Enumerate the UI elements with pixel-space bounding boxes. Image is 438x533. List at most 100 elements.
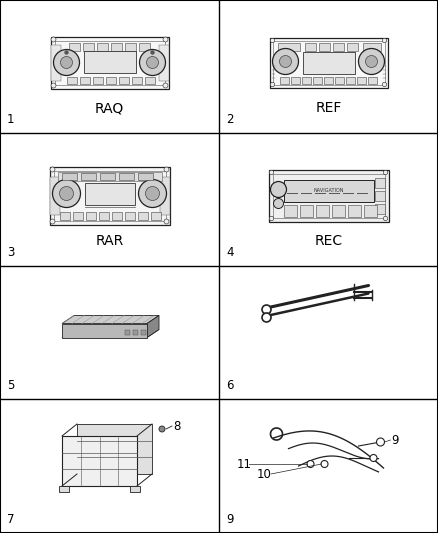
Bar: [145, 77, 155, 84]
Text: 11: 11: [237, 457, 252, 471]
Circle shape: [269, 171, 274, 175]
Bar: [49, 176, 60, 214]
Circle shape: [163, 37, 168, 42]
Text: 5: 5: [7, 379, 14, 392]
Bar: [332, 205, 345, 216]
Bar: [99, 212, 109, 220]
Circle shape: [51, 37, 56, 42]
Polygon shape: [77, 424, 152, 474]
Circle shape: [53, 50, 80, 76]
Bar: [283, 180, 374, 201]
Circle shape: [139, 50, 166, 76]
Bar: [49, 166, 170, 224]
Text: REC: REC: [314, 234, 343, 248]
Bar: [272, 174, 385, 217]
Circle shape: [370, 455, 377, 462]
Text: 3: 3: [7, 246, 14, 259]
Circle shape: [146, 56, 159, 69]
Circle shape: [60, 187, 74, 200]
Bar: [374, 190, 385, 200]
Bar: [106, 77, 116, 84]
Bar: [278, 43, 300, 51]
Bar: [124, 43, 135, 51]
Bar: [159, 176, 170, 214]
Circle shape: [138, 180, 166, 207]
Bar: [300, 205, 312, 216]
Bar: [92, 77, 102, 84]
Bar: [124, 212, 134, 220]
Bar: [315, 205, 328, 216]
Polygon shape: [147, 316, 159, 337]
Bar: [82, 43, 93, 51]
Bar: [110, 43, 121, 51]
Text: 4: 4: [226, 246, 233, 259]
Bar: [112, 212, 121, 220]
Bar: [62, 436, 137, 486]
Bar: [347, 205, 360, 216]
Bar: [304, 43, 315, 51]
Circle shape: [145, 187, 159, 200]
Bar: [119, 77, 128, 84]
Circle shape: [163, 83, 168, 88]
Circle shape: [358, 49, 385, 75]
Bar: [335, 77, 343, 84]
Text: 7: 7: [7, 513, 14, 526]
Circle shape: [262, 313, 271, 322]
Circle shape: [382, 38, 387, 43]
Bar: [53, 171, 166, 221]
Circle shape: [269, 216, 274, 221]
Bar: [141, 329, 146, 335]
Bar: [67, 77, 77, 84]
Bar: [138, 212, 148, 220]
Circle shape: [50, 219, 55, 224]
Bar: [279, 77, 289, 84]
Text: 10: 10: [257, 467, 272, 481]
Circle shape: [377, 438, 385, 446]
Text: 6: 6: [226, 379, 233, 392]
Text: 1: 1: [7, 113, 14, 126]
Bar: [324, 77, 332, 84]
Bar: [50, 44, 60, 80]
Circle shape: [164, 167, 169, 172]
Bar: [99, 173, 114, 180]
Text: RAR: RAR: [95, 234, 124, 248]
Polygon shape: [62, 316, 159, 324]
Bar: [80, 77, 89, 84]
Bar: [346, 77, 354, 84]
Bar: [119, 173, 134, 180]
Bar: [374, 204, 385, 214]
Circle shape: [151, 51, 154, 54]
Bar: [332, 43, 343, 51]
Bar: [57, 172, 162, 181]
Circle shape: [273, 198, 283, 208]
Circle shape: [159, 426, 165, 432]
Circle shape: [270, 38, 275, 43]
Bar: [85, 182, 134, 205]
Bar: [283, 205, 297, 216]
Circle shape: [383, 171, 388, 175]
Bar: [59, 486, 69, 492]
Circle shape: [383, 216, 388, 221]
Bar: [54, 41, 165, 85]
Bar: [268, 169, 389, 222]
Text: 9: 9: [226, 513, 233, 526]
Bar: [61, 173, 77, 180]
Bar: [364, 205, 377, 216]
Circle shape: [65, 51, 68, 54]
Circle shape: [271, 182, 286, 198]
Bar: [363, 43, 381, 51]
Text: REF: REF: [315, 101, 342, 115]
Text: RAQ: RAQ: [95, 101, 124, 115]
Circle shape: [60, 56, 73, 69]
Bar: [301, 77, 311, 84]
Circle shape: [272, 49, 299, 75]
Circle shape: [51, 83, 56, 88]
Bar: [374, 177, 385, 188]
Bar: [133, 329, 138, 335]
Bar: [96, 43, 107, 51]
Bar: [272, 41, 385, 85]
Bar: [84, 51, 135, 72]
Circle shape: [53, 180, 81, 207]
Bar: [312, 77, 321, 84]
Bar: [346, 43, 357, 51]
